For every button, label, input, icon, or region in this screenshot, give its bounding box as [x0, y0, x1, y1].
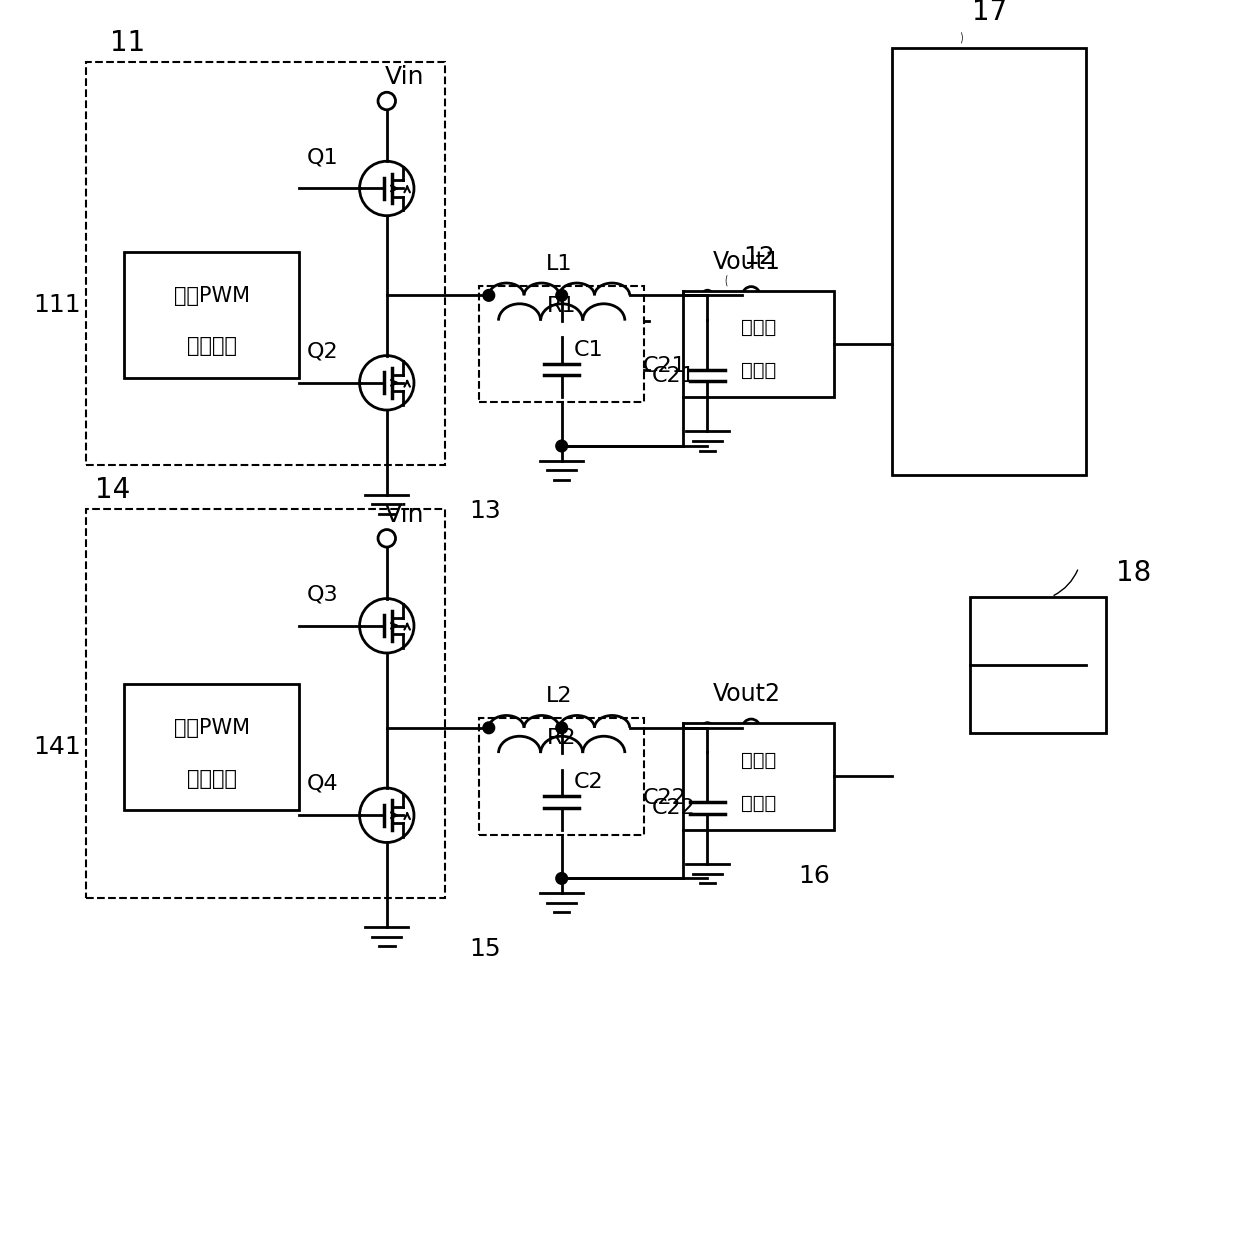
- Circle shape: [556, 873, 568, 884]
- Circle shape: [378, 93, 396, 110]
- Text: 16: 16: [799, 864, 831, 888]
- Text: Q1: Q1: [306, 147, 339, 167]
- Circle shape: [556, 441, 568, 452]
- Text: Vin: Vin: [384, 503, 424, 526]
- Text: 15: 15: [470, 937, 501, 961]
- Text: R2: R2: [547, 728, 577, 748]
- Circle shape: [743, 287, 760, 305]
- Text: C1: C1: [573, 340, 603, 360]
- Text: 电压采: 电压采: [740, 751, 776, 770]
- Circle shape: [482, 290, 495, 301]
- Text: Vout2: Vout2: [712, 682, 780, 707]
- Text: L2: L2: [546, 686, 573, 707]
- Text: R1: R1: [547, 296, 577, 316]
- Circle shape: [556, 290, 568, 301]
- Bar: [124, 685, 299, 811]
- Circle shape: [702, 290, 713, 301]
- Text: 第一PWM: 第一PWM: [174, 718, 249, 738]
- Text: C21: C21: [642, 355, 686, 376]
- Text: C2: C2: [573, 773, 603, 792]
- Text: 11: 11: [110, 30, 145, 57]
- Text: Q3: Q3: [306, 584, 339, 604]
- Circle shape: [743, 719, 760, 737]
- Text: C21: C21: [652, 365, 696, 385]
- Text: 12: 12: [744, 245, 775, 269]
- Circle shape: [556, 722, 568, 734]
- Text: 电压采: 电压采: [740, 318, 776, 338]
- Text: Q4: Q4: [306, 774, 339, 794]
- Bar: [683, 291, 833, 397]
- Text: 驱动单元: 驱动单元: [187, 337, 237, 357]
- Text: C22: C22: [652, 799, 696, 818]
- Text: 驱动单元: 驱动单元: [187, 769, 237, 789]
- Text: 样单元: 样单元: [740, 361, 776, 380]
- Text: 141: 141: [33, 735, 81, 759]
- Text: 13: 13: [470, 499, 501, 524]
- Bar: [479, 286, 645, 402]
- Text: Vout1: Vout1: [712, 250, 780, 274]
- Bar: [86, 62, 445, 465]
- Text: Vin: Vin: [384, 66, 424, 89]
- Bar: [479, 718, 645, 834]
- Text: 111: 111: [33, 293, 81, 317]
- Text: 18: 18: [1116, 558, 1151, 587]
- Bar: [683, 723, 833, 829]
- Circle shape: [702, 722, 713, 734]
- Text: 第一PWM: 第一PWM: [174, 286, 249, 306]
- Text: 17: 17: [972, 0, 1007, 26]
- Bar: [970, 597, 1106, 733]
- Text: C22: C22: [642, 789, 686, 808]
- Bar: [86, 509, 445, 898]
- Text: 14: 14: [95, 477, 130, 504]
- Text: 样单元: 样单元: [740, 794, 776, 812]
- Bar: [124, 251, 299, 378]
- Text: L1: L1: [546, 254, 573, 274]
- Circle shape: [482, 722, 495, 734]
- Bar: [892, 47, 1086, 475]
- Text: Q2: Q2: [306, 342, 339, 361]
- Circle shape: [378, 530, 396, 547]
